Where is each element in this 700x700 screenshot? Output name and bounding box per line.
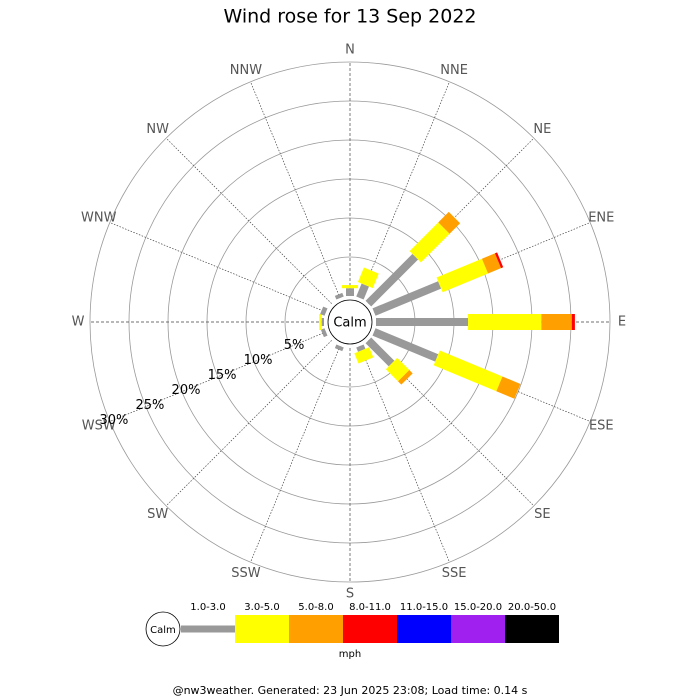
calm-label: Calm: [333, 316, 366, 331]
spoke: [109, 331, 327, 422]
legend-label: 8.0-11.0: [349, 602, 391, 613]
legend-label: 20.0-50.0: [508, 602, 556, 613]
direction-label: ENE: [588, 210, 614, 225]
legend-calm-label: Calm: [150, 625, 176, 636]
bar-segment: [438, 211, 461, 234]
direction-label: NNW: [230, 63, 262, 78]
legend-label: 11.0-15.0: [400, 602, 448, 613]
bar-segment: [494, 252, 504, 269]
chart-title: Wind rose for 13 Sep 2022: [223, 6, 476, 28]
direction-label: SW: [147, 507, 168, 522]
bar-segment: [496, 376, 521, 399]
direction-label: ESE: [589, 419, 614, 434]
legend-swatch: [343, 615, 397, 643]
spoke: [165, 340, 332, 507]
legend-label: 15.0-20.0: [454, 602, 502, 613]
legend-swatch: [397, 615, 451, 643]
legend-swatch: [235, 615, 289, 643]
direction-label: S: [346, 587, 354, 602]
footer: @nw3weather. Generated: 23 Jun 2025 23:0…: [173, 684, 528, 697]
direction-label: WNW: [81, 210, 117, 225]
grid-ring: [89, 61, 611, 583]
direction-label: NNE: [440, 63, 468, 78]
bar-segment: [481, 253, 502, 274]
bar-segment: [320, 306, 328, 316]
bar-segment: [365, 337, 395, 367]
bar-segment: [320, 328, 328, 338]
direction-label: WSW: [82, 419, 116, 434]
legend-calm-circle: [145, 611, 181, 647]
legend-label: 5.0-8.0: [298, 602, 333, 613]
spoke: [250, 345, 341, 563]
direction-label: SSE: [442, 566, 467, 581]
legend-swatch: [451, 615, 505, 643]
ring-label: 30%: [99, 413, 128, 428]
spoke: [109, 222, 327, 313]
direction-label: N: [345, 43, 355, 58]
direction-label: SE: [534, 507, 550, 522]
legend-label: 3.0-5.0: [244, 602, 279, 613]
bar-segment: [365, 253, 419, 307]
ring-label: 20%: [172, 383, 201, 398]
bar-segment: [409, 222, 450, 263]
legend-swatch: [289, 615, 343, 643]
direction-label: NE: [533, 122, 551, 137]
bar-segment: [398, 370, 413, 385]
bar-segment: [357, 267, 379, 289]
direction-label: SSW: [231, 566, 261, 581]
bar-segment: [356, 283, 370, 300]
bar-segment: [433, 350, 503, 392]
calm-circle: [327, 299, 373, 345]
ring-label: 10%: [244, 353, 273, 368]
bar-segment: [385, 357, 410, 382]
direction-label: E: [618, 315, 626, 330]
bar-segment: [436, 258, 489, 293]
legend-swatch: [505, 615, 559, 643]
ring-label: 25%: [136, 398, 165, 413]
bar-segment: [372, 328, 439, 362]
direction-label: NW: [146, 122, 169, 137]
legend-swatch: [181, 625, 235, 633]
direction-label: W: [72, 315, 85, 330]
spoke: [250, 81, 341, 299]
ring-label: 15%: [208, 368, 237, 383]
bar-segment: [356, 344, 366, 352]
spoke: [165, 137, 332, 304]
spoke: [359, 345, 450, 563]
bar-segment: [372, 281, 442, 316]
ring-label: 5%: [284, 338, 305, 353]
bar-segment: [334, 292, 344, 300]
bar-segment: [334, 344, 344, 352]
units-label: mph: [339, 649, 361, 660]
legend-label: 1.0-3.0: [190, 602, 225, 613]
spoke: [359, 81, 450, 299]
bar-segment: [354, 347, 374, 364]
